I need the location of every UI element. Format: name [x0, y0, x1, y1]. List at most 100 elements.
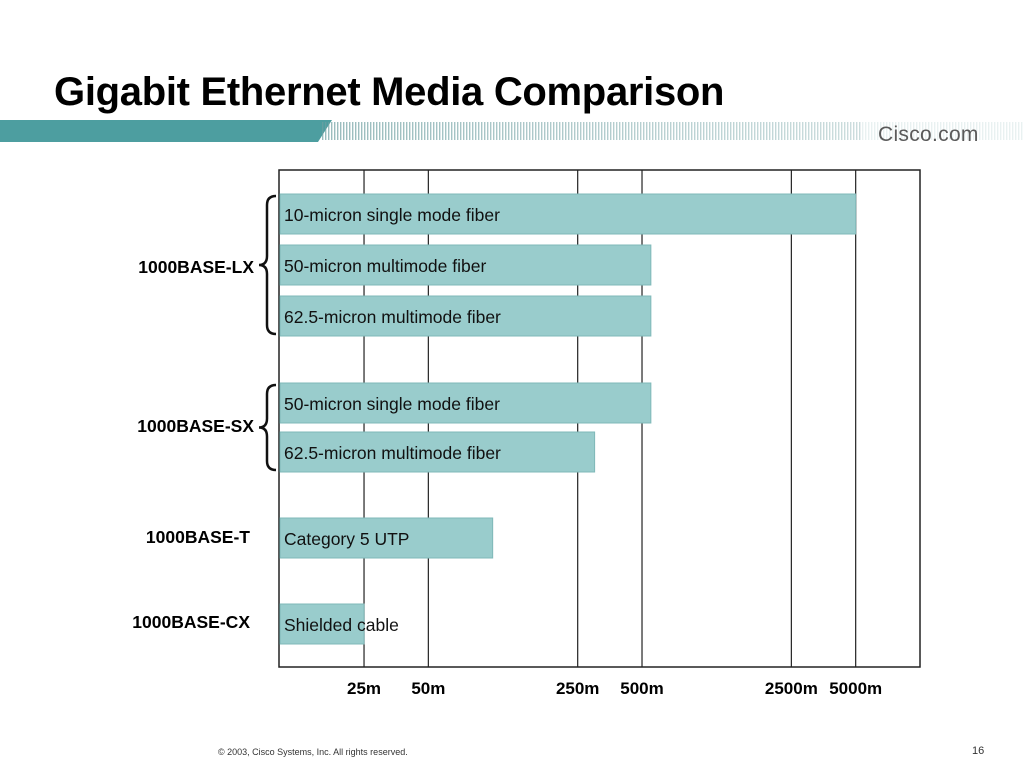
title-band-stripe	[508, 122, 510, 140]
title-band-stripe	[583, 122, 585, 140]
title-band-stripe	[823, 122, 825, 140]
bar-label: 50-micron multimode fiber	[284, 256, 486, 276]
title-band-stripe	[745, 122, 747, 140]
title-band-stripe	[490, 122, 492, 140]
group-label: 1000BASE-LX	[138, 257, 254, 277]
title-band-stripe	[880, 122, 882, 140]
title-band-stripe	[328, 122, 330, 140]
title-band-stripe	[703, 122, 705, 140]
title-band-stripe	[856, 122, 858, 140]
title-band-stripe	[394, 122, 396, 140]
title-band-stripe	[373, 122, 375, 140]
title-band-stripe	[1012, 122, 1014, 140]
title-band-stripe	[1006, 122, 1008, 140]
title-band-stripe	[538, 122, 540, 140]
title-band-stripe	[511, 122, 513, 140]
title-band-stripe	[559, 122, 561, 140]
title-band-stripe	[733, 122, 735, 140]
title-band-solid	[0, 120, 318, 142]
title-band-stripe	[766, 122, 768, 140]
title-band-stripe	[847, 122, 849, 140]
title-band-stripe	[610, 122, 612, 140]
title-band-stripe	[976, 122, 978, 140]
title-band-stripe	[526, 122, 528, 140]
title-band-stripe	[400, 122, 402, 140]
title-band-stripe	[718, 122, 720, 140]
title-band-stripe	[694, 122, 696, 140]
title-band-stripe	[859, 122, 861, 140]
title-band-stripe	[592, 122, 594, 140]
title-band-stripe	[364, 122, 366, 140]
title-band-stripe	[586, 122, 588, 140]
title-band-stripe	[388, 122, 390, 140]
title-band-stripe	[841, 122, 843, 140]
title-band-stripe	[970, 122, 972, 140]
title-band-stripe	[382, 122, 384, 140]
title-band-stripe	[913, 122, 915, 140]
title-band-stripe	[535, 122, 537, 140]
title-band-stripe	[688, 122, 690, 140]
title-band-stripe	[952, 122, 954, 140]
title-band-stripe	[571, 122, 573, 140]
title-band-stripe	[982, 122, 984, 140]
group-brace	[258, 194, 277, 336]
title-band-stripe	[370, 122, 372, 140]
title-band-stripe	[577, 122, 579, 140]
title-band-stripe	[1003, 122, 1005, 140]
title-band-stripe	[727, 122, 729, 140]
title-band-stripe	[943, 122, 945, 140]
title-band-stripe	[454, 122, 456, 140]
x-tick-label: 250m	[556, 679, 599, 698]
title-band-stripe	[790, 122, 792, 140]
title-band-stripe	[616, 122, 618, 140]
title-band-stripe	[892, 122, 894, 140]
title-band-stripe	[907, 122, 909, 140]
title-band-stripe	[910, 122, 912, 140]
title-band-stripe	[430, 122, 432, 140]
title-band-stripe	[418, 122, 420, 140]
title-band-stripe	[895, 122, 897, 140]
title-band-stripe	[415, 122, 417, 140]
title-band-stripe	[817, 122, 819, 140]
group-label: 1000BASE-T	[146, 527, 250, 547]
x-tick-label: 500m	[620, 679, 663, 698]
title-band-stripe	[562, 122, 564, 140]
x-tick-label: 5000m	[829, 679, 882, 698]
title-band-stripe	[1021, 122, 1023, 140]
title-band-stripe	[958, 122, 960, 140]
title-band-stripe	[520, 122, 522, 140]
title-band-stripe	[409, 122, 411, 140]
title-band-stripe	[622, 122, 624, 140]
title-band-stripe	[337, 122, 339, 140]
title-band-stripe	[403, 122, 405, 140]
group-label: 1000BASE-SX	[137, 416, 254, 436]
title-band-stripe	[346, 122, 348, 140]
title-band-stripe	[871, 122, 873, 140]
footer-copyright: © 2003, Cisco Systems, Inc. All rights r…	[218, 747, 408, 757]
title-band-stripe	[877, 122, 879, 140]
title-band-stripe	[565, 122, 567, 140]
title-band-stripe	[652, 122, 654, 140]
bar-label: Shielded cable	[284, 615, 399, 635]
title-band-stripe	[340, 122, 342, 140]
title-band-stripe	[391, 122, 393, 140]
title-band-stripe	[532, 122, 534, 140]
title-band-stripe	[517, 122, 519, 140]
title-band-stripe	[529, 122, 531, 140]
title-band-stripe	[502, 122, 504, 140]
title-band-stripe	[796, 122, 798, 140]
title-band-stripe	[928, 122, 930, 140]
bar-label: Category 5 UTP	[284, 529, 409, 549]
title-band-stripe	[442, 122, 444, 140]
title-band-stripe	[469, 122, 471, 140]
title-band-stripe	[676, 122, 678, 140]
title-band-stripe	[724, 122, 726, 140]
title-band-stripe	[850, 122, 852, 140]
title-band-stripe	[721, 122, 723, 140]
title-band-stripe	[775, 122, 777, 140]
title-band-stripe	[925, 122, 927, 140]
title-band-stripe	[685, 122, 687, 140]
title-band-stripe	[463, 122, 465, 140]
title-band-stripe	[649, 122, 651, 140]
x-tick-label: 25m	[347, 679, 381, 698]
